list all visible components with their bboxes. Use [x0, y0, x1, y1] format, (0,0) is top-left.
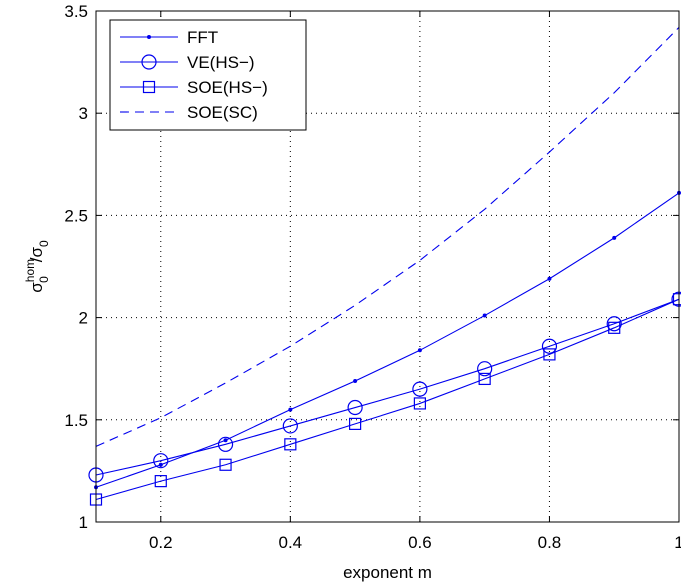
data-point [541, 338, 558, 354]
series-3 [95, 26, 680, 447]
data-point [158, 462, 163, 467]
series-line [95, 298, 680, 476]
legend-entry: SOE(SC) [120, 103, 258, 122]
data-point [154, 475, 167, 488]
legend: FFT VE(HS−) SOE(HS−) SOE(SC) [109, 19, 307, 131]
legend-marker [142, 80, 156, 94]
axes [95, 10, 680, 523]
x-tick-label: 0.2 [149, 533, 173, 552]
svg-text:σhom0/σ0: σhom0/σ0 [23, 240, 51, 293]
y-tick-label: 2.5 [64, 206, 88, 225]
legend-entry: VE(HS−) [120, 53, 255, 72]
data-point [153, 453, 169, 469]
data-point [608, 321, 621, 334]
data-point [612, 235, 617, 240]
series-line [95, 298, 680, 501]
x-tick-label: 1 [674, 533, 681, 552]
data-point [543, 348, 556, 361]
y-axis-label-denominator: /σ [27, 246, 46, 262]
data-point [219, 458, 232, 471]
series-2 [89, 293, 681, 506]
series-group [88, 26, 681, 506]
data-point [482, 313, 487, 318]
legend-label: SOE(SC) [187, 103, 258, 122]
data-point [413, 397, 426, 410]
data-point [288, 407, 293, 412]
data-point [353, 378, 358, 383]
y-tick-label: 3.5 [64, 2, 88, 21]
plot-frame [95, 10, 680, 523]
data-point [478, 372, 491, 386]
legend-entry: SOE(HS−) [120, 78, 268, 97]
series-1 [88, 291, 681, 483]
y-tick-label: 1 [79, 513, 88, 532]
data-point [349, 417, 362, 430]
y-tick-label: 2 [79, 309, 88, 328]
y-axis-label-symbol: σ [27, 282, 46, 293]
x-tick-label: 0.4 [279, 533, 303, 552]
legend-label: VE(HS−) [187, 53, 255, 72]
y-axis-label-superscript: hom [23, 259, 37, 282]
x-axis-label: exponent m [343, 563, 432, 582]
data-point [412, 381, 428, 397]
y-axis-label-subscript: 0 [37, 276, 51, 283]
data-point [477, 361, 493, 377]
legend-label: SOE(HS−) [187, 78, 268, 97]
data-point [417, 348, 422, 353]
x-tick-label: 0.8 [538, 533, 562, 552]
data-point [217, 436, 234, 452]
y-axis-label-denominator-subscript: 0 [37, 240, 51, 247]
y-axis-label: σhom0/σ0 [23, 240, 51, 293]
series-line [95, 26, 680, 447]
legend-marker [141, 54, 157, 70]
data-point [282, 418, 298, 434]
x-tick-label: 0.6 [408, 533, 432, 552]
data-point [606, 316, 622, 332]
data-point [547, 276, 552, 281]
legend-label: FFT [187, 28, 218, 47]
legend-marker [147, 35, 151, 39]
data-point [347, 399, 363, 416]
y-tick-label: 1.5 [64, 411, 88, 430]
tick-labels: 0.2 0.4 0.6 0.8 1 1 1.5 2 2.5 3 3.5 [64, 2, 681, 552]
y-tick-label: 3 [79, 104, 88, 123]
data-point [223, 438, 228, 443]
legend-entry: FFT [120, 28, 218, 47]
data-point [284, 438, 297, 451]
